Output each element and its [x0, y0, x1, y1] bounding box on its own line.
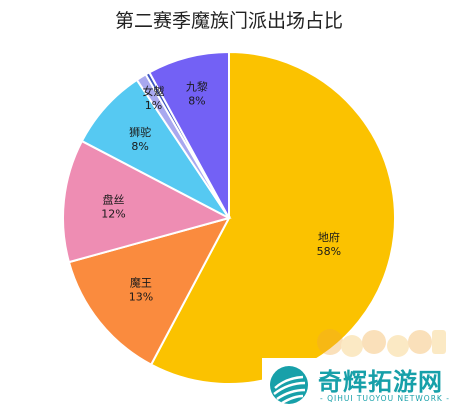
pie-slice-1: [149, 50, 396, 385]
watermark-cartoon-logo: [317, 329, 446, 357]
pie-slice-7: [147, 50, 230, 219]
watermark-name: 奇辉拓游网: [318, 368, 443, 396]
pie-slice-2: [67, 216, 231, 366]
slice-value-3: 12%: [101, 208, 125, 221]
slice-label-1: 地府: [318, 230, 340, 244]
slice-value-2: 13%: [129, 291, 153, 304]
slice-value-1: 58%: [317, 245, 341, 258]
slice-value-5: 1%: [145, 99, 162, 112]
pie-slice-3: [62, 139, 232, 264]
slice-label-7: 九黎: [186, 80, 208, 94]
slice-label-3: 盘丝: [102, 193, 124, 207]
slice-label-2: 魔王: [130, 276, 152, 290]
watermark: 奇辉拓游网 - QIHUI TUOYOU NETWORK -: [262, 358, 458, 410]
slice-label-5: 女魃: [143, 84, 165, 98]
slice-label-4: 狮驼: [129, 125, 151, 139]
watermark-subtitle: - QIHUI TUOYOU NETWORK -: [320, 394, 450, 403]
pie-slices: [62, 50, 396, 385]
slice-value-7: 8%: [188, 95, 205, 108]
watermark-globe-icon: [270, 366, 308, 405]
slice-value-4: 8%: [131, 140, 148, 153]
chart-title: 第二赛季魔族门派出场占比: [114, 10, 343, 32]
